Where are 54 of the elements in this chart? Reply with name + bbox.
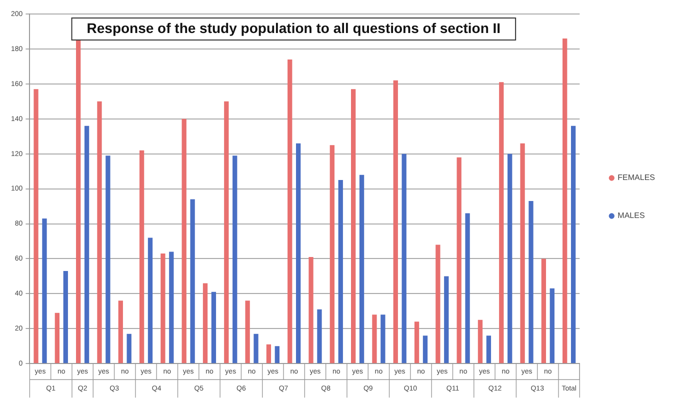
bar <box>245 300 250 364</box>
bar <box>570 126 576 364</box>
bar <box>190 199 195 364</box>
bar <box>106 156 110 364</box>
bar <box>308 256 314 364</box>
bar <box>465 213 470 364</box>
bar <box>274 346 280 364</box>
bar <box>139 150 144 364</box>
bar <box>54 312 60 364</box>
bar <box>422 336 428 364</box>
bar <box>224 101 229 364</box>
bar <box>550 288 554 364</box>
bar <box>436 244 440 364</box>
bar <box>126 334 132 364</box>
bar <box>232 156 238 364</box>
bar <box>359 174 364 364</box>
bar <box>456 157 462 364</box>
bar <box>508 154 512 364</box>
bar <box>402 154 406 364</box>
bar <box>478 320 483 364</box>
bar <box>42 218 47 364</box>
bar <box>296 143 301 364</box>
bar <box>148 238 153 364</box>
bar <box>118 300 123 364</box>
bar <box>169 252 174 364</box>
bar <box>330 145 334 364</box>
bar <box>202 283 208 364</box>
legend-label: MALES <box>618 211 645 220</box>
bar <box>444 276 449 364</box>
bar <box>486 336 492 364</box>
bar <box>372 314 377 364</box>
bar <box>34 89 38 364</box>
bar <box>160 253 166 364</box>
bar <box>97 101 102 364</box>
bar <box>499 82 504 364</box>
bar <box>63 270 68 364</box>
bar <box>182 118 186 364</box>
bar <box>562 38 568 364</box>
bar <box>414 322 420 364</box>
chart-title: Response of the study population to all questions of section II <box>86 20 501 36</box>
bar <box>393 80 398 364</box>
bar <box>266 344 272 364</box>
bar <box>528 201 534 364</box>
bar <box>84 126 90 364</box>
bar <box>338 180 343 364</box>
bar <box>380 314 386 364</box>
bar <box>317 309 322 364</box>
bar <box>288 59 292 364</box>
bar <box>541 258 546 364</box>
bar <box>211 292 216 364</box>
bar <box>520 143 525 364</box>
legend-label: FEMALES <box>618 173 655 182</box>
bar <box>254 334 258 364</box>
bar <box>350 89 356 364</box>
